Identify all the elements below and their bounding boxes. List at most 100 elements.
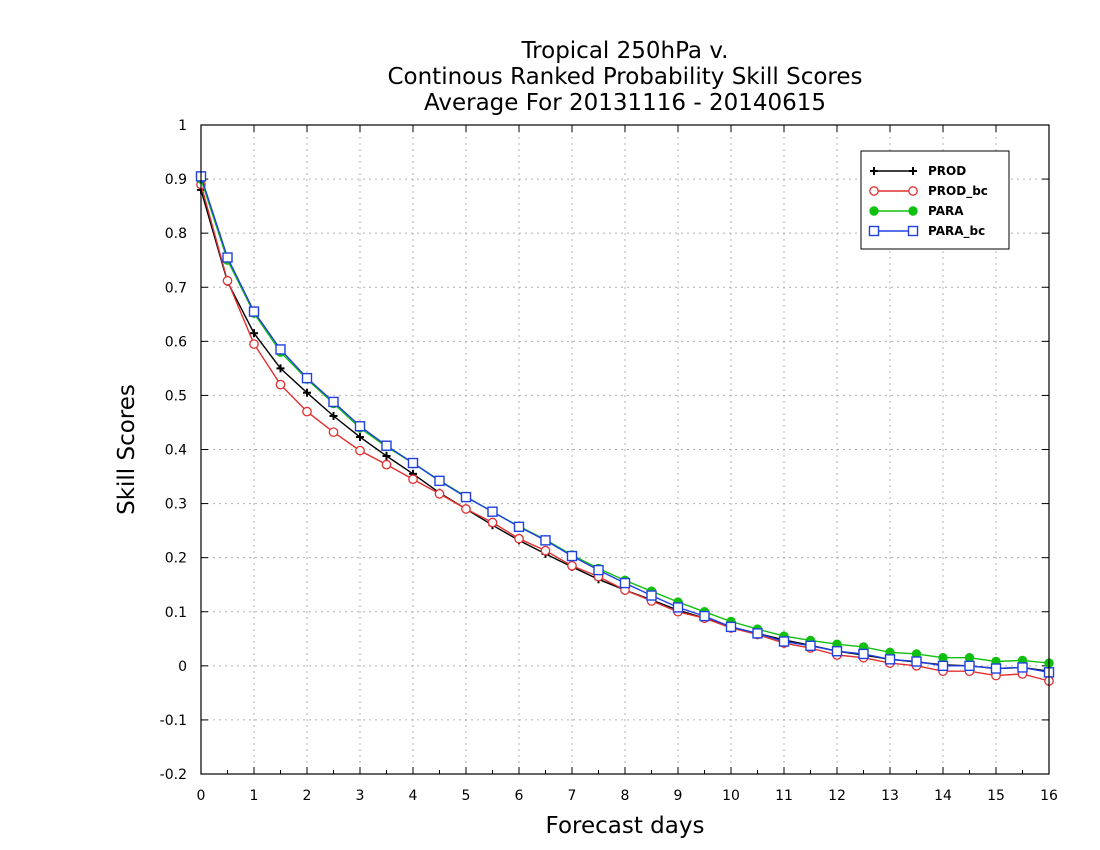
x-tick-label: 16	[1040, 788, 1058, 804]
x-tick-label: 15	[987, 788, 1005, 804]
data-point-para-bc	[222, 252, 233, 263]
x-tick-label: 5	[462, 788, 471, 804]
x-tick-label: 8	[621, 788, 630, 804]
legend-label-para: PARA	[928, 204, 964, 218]
data-point-prod	[250, 329, 258, 338]
data-point-para-bc	[487, 506, 498, 517]
x-tick-label: 12	[828, 788, 846, 804]
legend-marker-prod	[909, 167, 917, 175]
x-tick-label: 10	[722, 788, 740, 804]
data-point-para-bc	[513, 521, 525, 533]
data-point-para-bc	[460, 491, 472, 503]
y-tick-label: 0.8	[165, 226, 187, 242]
data-point-para-bc	[301, 372, 313, 384]
y-tick-label: -0.2	[160, 767, 187, 783]
chart-title-line-2: Continous Ranked Probability Skill Score…	[387, 64, 862, 90]
data-point-para-bc	[566, 550, 578, 562]
series-prod	[197, 185, 1053, 676]
data-point-para-bc	[858, 648, 869, 660]
legend: PROD PROD_bc PARA PARA_bc	[860, 150, 1010, 250]
data-point-prod	[382, 451, 391, 460]
y-tick-label: 0.6	[165, 334, 187, 350]
legend-marker-para-bc	[907, 225, 919, 237]
y-tick-label: 0.5	[165, 388, 187, 404]
data-point-prod-bc	[275, 379, 286, 390]
data-point-para-bc	[619, 577, 631, 589]
plot-frame	[200, 124, 1050, 775]
data-point-para-bc	[964, 660, 975, 672]
data-point-para-bc	[328, 396, 339, 408]
data-point-prod-bc	[408, 474, 418, 485]
x-tick-label: 14	[934, 788, 952, 804]
legend-label-prod: PROD	[928, 164, 966, 178]
x-tick-label: 6	[515, 788, 524, 804]
y-tick-label: 0.3	[165, 497, 187, 513]
chart-title-line-3: Average For 20131116 - 20140615	[424, 90, 826, 116]
data-point-prod-bc	[514, 533, 524, 544]
plot-series	[195, 171, 1055, 686]
data-point-para-bc	[699, 610, 710, 622]
y-tick-label: 1	[178, 118, 187, 134]
legend-box	[860, 150, 1010, 250]
y-tick-label: 0.4	[165, 443, 187, 459]
data-point-prod-bc	[567, 560, 577, 571]
x-tick-label: 1	[250, 788, 259, 804]
data-point-para-bc	[752, 628, 763, 639]
data-point-prod-bc	[249, 339, 259, 349]
x-tick-label: 9	[674, 788, 683, 804]
data-point-prod-bc	[328, 427, 339, 438]
x-tick-label: 4	[409, 788, 418, 804]
legend-marker-prod	[870, 167, 878, 175]
legend-marker-prod-bc	[908, 186, 918, 196]
data-point-para-bc	[725, 621, 737, 633]
data-point-para-bc	[831, 646, 843, 657]
y-tick-label: 0.7	[165, 280, 187, 296]
data-point-prod-bc	[461, 504, 471, 514]
legend-label-prod-bc: PROD_bc	[928, 184, 988, 199]
y-tick-label: 0.1	[165, 605, 187, 621]
data-point-para-bc	[884, 654, 896, 665]
data-point-para-bc	[593, 564, 604, 576]
data-point-prod	[276, 364, 285, 373]
data-point-prod	[356, 433, 364, 442]
data-point-para-bc	[990, 663, 1002, 674]
data-point-para-bc	[1017, 662, 1028, 673]
data-point-prod-bc	[355, 445, 365, 456]
data-point-para-bc	[672, 602, 684, 613]
y-tick-label: 0.2	[165, 551, 187, 567]
chart-title: Tropical 250hPa v. Continous Ranked Prob…	[387, 38, 862, 116]
data-point-para-bc	[434, 475, 445, 487]
data-point-para-bc	[248, 306, 260, 317]
series-para-bc	[195, 171, 1055, 678]
data-point-para-bc	[937, 660, 949, 672]
axes: 0 1 2 3 4 5 6 7 8 9 10 11 12 13 14 15 16-0.2-0.100.10.20…	[160, 118, 1058, 804]
x-axis-label: Forecast days	[546, 813, 705, 839]
data-point-para-bc	[407, 457, 419, 469]
data-point-para-bc	[805, 640, 816, 652]
legend-marker-para	[908, 206, 918, 216]
data-point-para-bc	[354, 421, 366, 432]
x-tick-label: 11	[775, 788, 793, 804]
data-point-prod-bc	[302, 406, 312, 417]
x-tick-label: 13	[881, 788, 899, 804]
data-point-para-bc	[540, 535, 551, 546]
x-tick-label: 7	[568, 788, 577, 804]
data-point-prod-bc	[381, 459, 392, 470]
data-point-para-bc	[381, 440, 392, 451]
legend-marker-para-bc	[868, 225, 880, 237]
data-point-prod	[329, 411, 338, 420]
x-tick-label: 0	[197, 788, 206, 804]
data-point-prod-bc	[540, 545, 551, 556]
data-point-prod	[303, 388, 311, 397]
chart-title-line-1: Tropical 250hPa v.	[521, 38, 729, 64]
series-line-para-bc	[200, 176, 1050, 673]
data-point-prod-bc	[434, 488, 445, 499]
y-tick-label: 0	[178, 659, 187, 675]
legend-label-para-bc: PARA_bc	[928, 224, 985, 239]
data-point-prod-bc	[222, 275, 233, 286]
x-tick-label: 2	[303, 788, 312, 804]
legend-marker-para	[869, 206, 879, 216]
y-tick-label: 0.9	[165, 172, 187, 188]
x-tick-label: 3	[356, 788, 365, 804]
